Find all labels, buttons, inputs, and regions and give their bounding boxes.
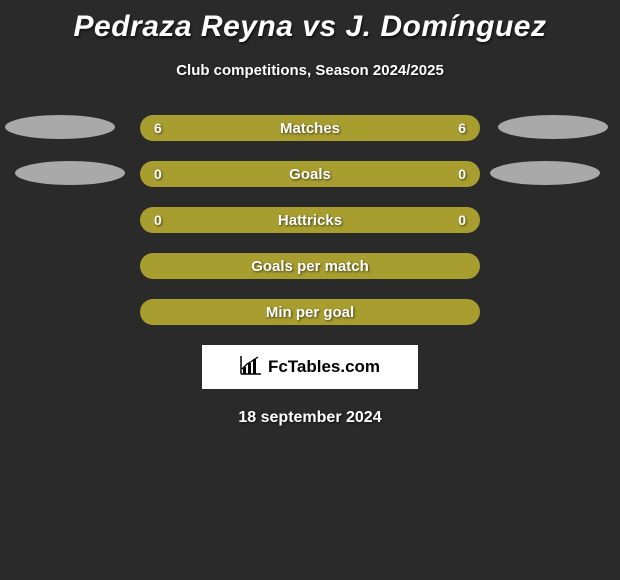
- stat-bar: Min per goal: [140, 299, 480, 325]
- stat-label: Min per goal: [266, 304, 354, 321]
- stat-row: Min per goal: [0, 299, 620, 325]
- right-value: 0: [458, 166, 466, 182]
- right-value: 0: [458, 212, 466, 228]
- stat-label: Matches: [280, 120, 340, 137]
- right-team-ellipse: [498, 115, 608, 139]
- stat-bar: 6 Matches 6: [140, 115, 480, 141]
- stat-row: 0 Hattricks 0: [0, 207, 620, 233]
- bar-chart-icon: [240, 355, 262, 380]
- stat-label: Hattricks: [278, 212, 342, 229]
- right-value: 6: [458, 120, 466, 136]
- stat-label: Goals per match: [251, 258, 369, 275]
- stat-row: Goals per match: [0, 253, 620, 279]
- brand-text: FcTables.com: [268, 357, 380, 377]
- left-team-ellipse: [15, 161, 125, 185]
- stat-rows: 6 Matches 6 0 Goals 0 0 Hattricks 0 Goals per mat…: [0, 115, 620, 325]
- comparison-subtitle: Club competitions, Season 2024/2025: [0, 62, 620, 79]
- stat-label: Goals: [289, 166, 331, 183]
- left-team-ellipse: [5, 115, 115, 139]
- right-team-ellipse: [490, 161, 600, 185]
- stat-bar: 0 Hattricks 0: [140, 207, 480, 233]
- stat-row: 0 Goals 0: [0, 161, 620, 187]
- stat-bar: 0 Goals 0: [140, 161, 480, 187]
- comparison-title: Pedraza Reyna vs J. Domínguez: [0, 0, 620, 44]
- stat-row: 6 Matches 6: [0, 115, 620, 141]
- brand-logo-box: FcTables.com: [202, 345, 418, 389]
- date-text: 18 september 2024: [0, 409, 620, 427]
- left-value: 0: [154, 212, 162, 228]
- left-value: 6: [154, 120, 162, 136]
- stat-bar: Goals per match: [140, 253, 480, 279]
- left-value: 0: [154, 166, 162, 182]
